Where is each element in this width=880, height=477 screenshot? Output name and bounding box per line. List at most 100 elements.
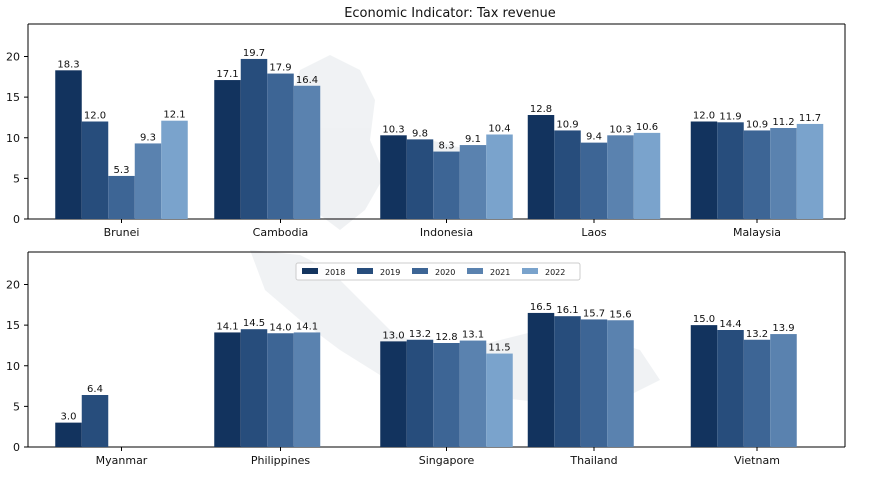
group-philippines: Philippines 14.1 14.5 14.0 14.1 [214,318,321,467]
legend-swatch-2022 [522,268,538,274]
bar-vietnam-2021 [770,334,797,447]
bar-vietnam-2019 [717,330,744,447]
bar-malaysia-2021 [770,128,797,219]
data-label: 10.4 [488,124,510,135]
x-tick-label: Malaysia [733,226,781,239]
x-tick-label: Philippines [251,454,311,467]
bar-cambodia-2019 [240,58,268,219]
data-label: 11.9 [719,111,741,122]
data-label: 13.1 [462,330,484,341]
legend-label-2019: 2019 [380,268,400,277]
legend-label-2020: 2020 [435,268,455,277]
bar-myanmar-2018 [55,422,82,447]
data-label: 11.2 [772,117,794,128]
legend-label-2021: 2021 [490,268,510,277]
y-tick-label: 10 [6,132,20,145]
bar-malaysia-2018 [690,121,718,219]
group-cambodia: Cambodia 17.1 19.7 17.9 16.4 [214,48,321,239]
bar-laos-2022 [633,132,661,219]
group-myanmar: Myanmar 3.0 6.4 [55,384,148,467]
x-tick-label: Myanmar [96,454,148,467]
bar-singapore-2018 [380,341,407,447]
legend-swatch-2021 [467,268,483,274]
bar-laos-2020 [580,142,608,219]
data-label: 19.7 [243,48,265,59]
bar-indonesia-2020 [433,151,460,219]
bar-philippines-2021 [293,332,321,447]
bar-cambodia-2018 [214,80,241,219]
bar-indonesia-2019 [406,139,434,219]
data-label: 9.1 [465,134,481,145]
bar-indonesia-2018 [380,135,407,219]
data-label: 8.3 [439,141,455,152]
bar-cambodia-2020 [267,73,294,219]
data-label: 18.3 [57,59,79,70]
bar-brunei-2022 [161,120,188,219]
data-label: 14.1 [216,321,238,332]
x-tick-label: Vietnam [734,454,780,467]
x-tick-label: Thailand [569,454,617,467]
bar-vietnam-2020 [743,339,771,447]
bar-laos-2019 [554,130,581,219]
chart-title: Economic Indicator: Tax revenue [344,6,556,21]
data-label: 11.7 [799,113,821,124]
bar-malaysia-2020 [743,130,771,219]
legend-swatch-2019 [357,268,373,274]
bar-myanmar-2019 [81,395,109,447]
bar-singapore-2020 [433,343,460,447]
group-thailand: Thailand 16.5 16.1 15.7 15.6 [527,302,634,467]
data-label: 13.9 [772,323,794,334]
bar-brunei-2019 [81,121,109,219]
bar-philippines-2020 [267,333,294,447]
bar-indonesia-2021 [459,145,487,219]
y-tick-label: 0 [13,441,20,454]
panels: 0 5 10 15 20 Brunei 18.3 12.0 5.3 9.3 12.1 Cambodia… [6,23,846,467]
data-label: 12.0 [84,111,106,122]
bar-singapore-2021 [459,340,487,447]
data-label: 16.5 [530,302,552,313]
bar-laos-2018 [527,115,555,219]
data-label: 10.6 [636,122,658,133]
data-label: 13.2 [409,329,431,340]
bar-singapore-2019 [406,339,434,447]
y-tick-label: 5 [13,172,20,185]
data-label: 9.8 [412,128,428,139]
group-vietnam: Vietnam 15.0 14.4 13.2 13.9 [690,314,797,467]
data-label: 9.3 [140,132,156,143]
data-label: 14.1 [296,321,318,332]
bar-malaysia-2019 [717,122,744,219]
data-label: 3.0 [61,412,77,423]
legend-label-2018: 2018 [325,268,345,277]
bar-indonesia-2022 [486,134,513,219]
bar-brunei-2021 [134,143,162,219]
data-label: 12.1 [163,110,185,121]
data-label: 14.0 [269,322,291,333]
legend-swatch-2018 [302,268,318,274]
data-label: 6.4 [87,384,103,395]
data-label: 14.5 [243,318,265,329]
x-tick-label: Indonesia [420,226,473,239]
bar-laos-2021 [607,135,634,219]
bar-philippines-2018 [214,332,241,447]
y-tick-label: 15 [6,91,20,104]
bar-thailand-2021 [607,320,634,447]
group-laos: Laos 12.8 10.9 9.4 10.3 10.6 [527,104,661,239]
bar-malaysia-2022 [796,123,824,219]
y-tick-label: 20 [6,51,20,64]
data-label: 15.6 [609,309,631,320]
y-tick-label: 15 [6,319,20,332]
data-label: 12.8 [435,332,457,343]
group-brunei: Brunei 18.3 12.0 5.3 9.3 12.1 [55,59,188,239]
bar-brunei-2018 [55,70,82,219]
group-malaysia: Malaysia 12.0 11.9 10.9 11.2 11.7 [690,111,824,239]
data-label: 17.1 [216,69,238,80]
data-label: 11.5 [488,343,510,354]
bar-brunei-2020 [108,175,135,219]
group-indonesia: Indonesia 10.3 9.8 8.3 9.1 10.4 [380,124,513,239]
data-label: 16.4 [296,75,318,86]
y-tick-label: 5 [13,400,20,413]
x-tick-label: Cambodia [253,226,309,239]
data-label: 12.0 [693,111,715,122]
